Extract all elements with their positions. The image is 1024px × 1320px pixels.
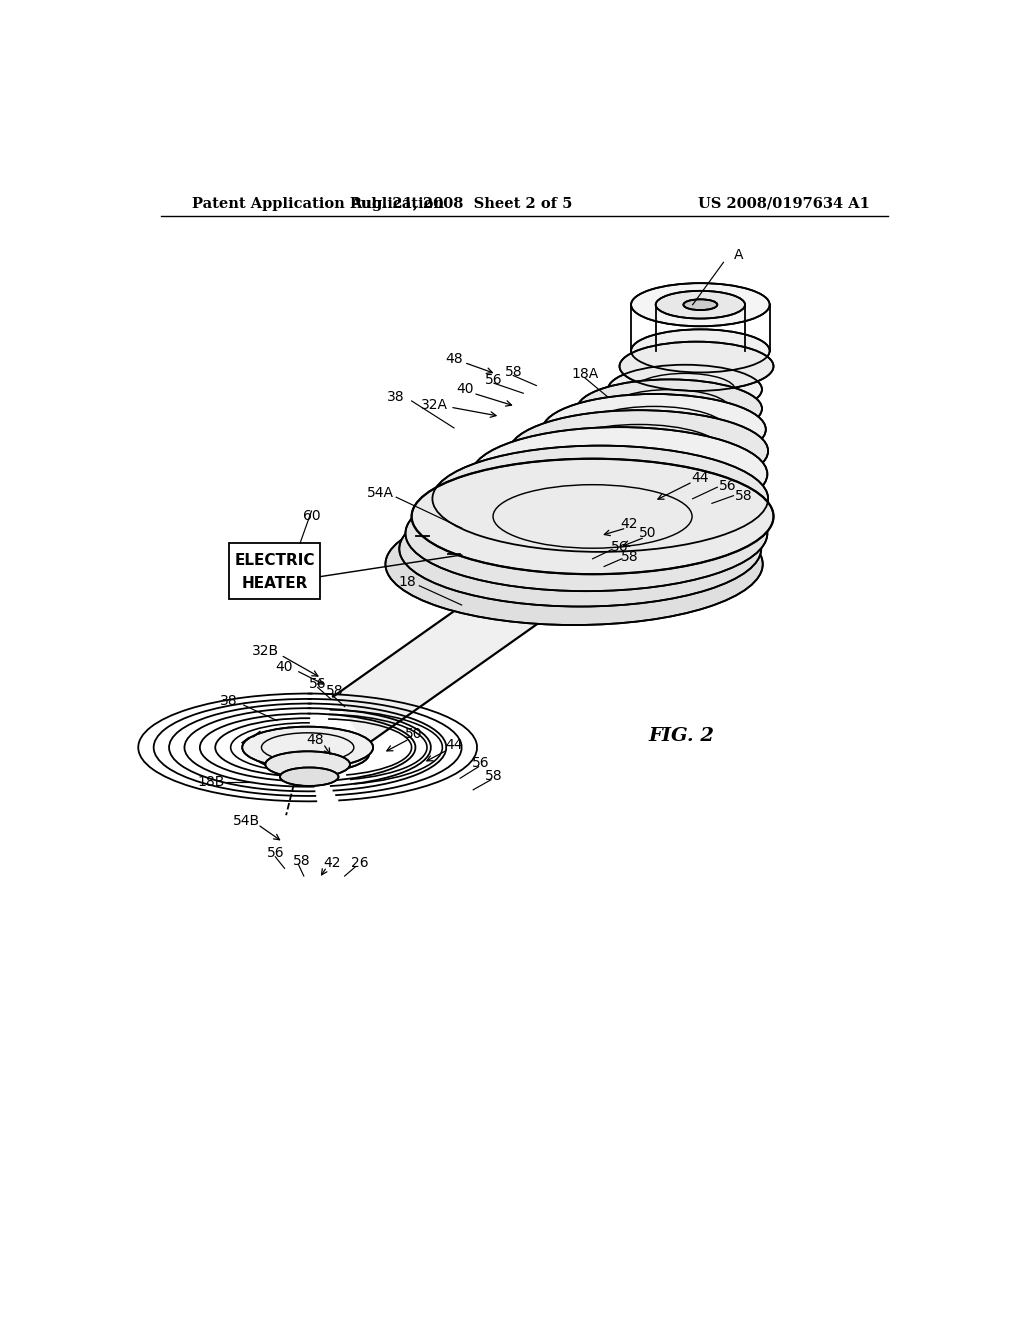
Text: 42: 42 <box>621 517 638 531</box>
Text: 18A: 18A <box>571 367 598 381</box>
Ellipse shape <box>412 458 773 574</box>
Text: 44: 44 <box>691 471 709 484</box>
Text: 44: 44 <box>445 738 463 752</box>
Text: 26: 26 <box>351 855 369 870</box>
Text: 56: 56 <box>485 374 503 387</box>
Ellipse shape <box>509 411 768 492</box>
Ellipse shape <box>683 300 717 310</box>
Ellipse shape <box>254 735 370 772</box>
Text: 58: 58 <box>621 550 638 564</box>
Ellipse shape <box>280 767 339 785</box>
Text: 56: 56 <box>309 677 327 690</box>
Text: A: A <box>734 248 743 261</box>
Ellipse shape <box>655 290 745 318</box>
Text: 50: 50 <box>406 727 423 742</box>
Text: 56: 56 <box>719 479 736 492</box>
Text: 32B: 32B <box>252 644 279 659</box>
Ellipse shape <box>631 330 770 372</box>
Text: 60: 60 <box>303 510 321 524</box>
Text: 56: 56 <box>472 756 489 770</box>
Bar <box>229 544 319 599</box>
Ellipse shape <box>406 475 767 591</box>
Ellipse shape <box>631 284 770 326</box>
Text: 48: 48 <box>445 351 463 366</box>
Ellipse shape <box>578 379 762 438</box>
Ellipse shape <box>472 428 767 521</box>
Text: 38: 38 <box>219 694 238 709</box>
Text: 40: 40 <box>457 383 474 396</box>
Text: 54B: 54B <box>232 813 260 828</box>
Ellipse shape <box>265 751 350 777</box>
Text: US 2008/0197634 A1: US 2008/0197634 A1 <box>698 197 869 211</box>
Polygon shape <box>333 539 590 744</box>
Text: 58: 58 <box>485 770 503 783</box>
Text: 48: 48 <box>306 733 325 747</box>
Text: 18B: 18B <box>198 775 225 789</box>
Text: 54A: 54A <box>368 486 394 500</box>
Ellipse shape <box>385 503 763 626</box>
Text: FIG. 2: FIG. 2 <box>648 727 714 744</box>
Ellipse shape <box>243 726 373 768</box>
Ellipse shape <box>543 395 766 465</box>
Ellipse shape <box>608 364 762 414</box>
Text: HEATER: HEATER <box>242 576 308 591</box>
Text: 18: 18 <box>399 576 417 589</box>
Text: 42: 42 <box>324 855 341 870</box>
Text: 58: 58 <box>735 488 753 503</box>
Text: 58: 58 <box>293 854 310 867</box>
Text: 38: 38 <box>387 391 406 404</box>
Text: 32A: 32A <box>421 397 449 412</box>
Ellipse shape <box>399 491 761 607</box>
Ellipse shape <box>432 446 768 552</box>
Text: Aug. 21, 2008  Sheet 2 of 5: Aug. 21, 2008 Sheet 2 of 5 <box>350 197 572 211</box>
Text: 56: 56 <box>610 540 629 554</box>
Text: 58: 58 <box>505 366 522 379</box>
Text: 40: 40 <box>275 660 293 673</box>
Text: Patent Application Publication: Patent Application Publication <box>193 197 444 211</box>
Text: ELECTRIC: ELECTRIC <box>234 553 314 568</box>
Ellipse shape <box>620 342 773 391</box>
Text: 50: 50 <box>639 527 656 540</box>
Text: 56: 56 <box>266 846 284 859</box>
Text: 58: 58 <box>326 684 343 698</box>
